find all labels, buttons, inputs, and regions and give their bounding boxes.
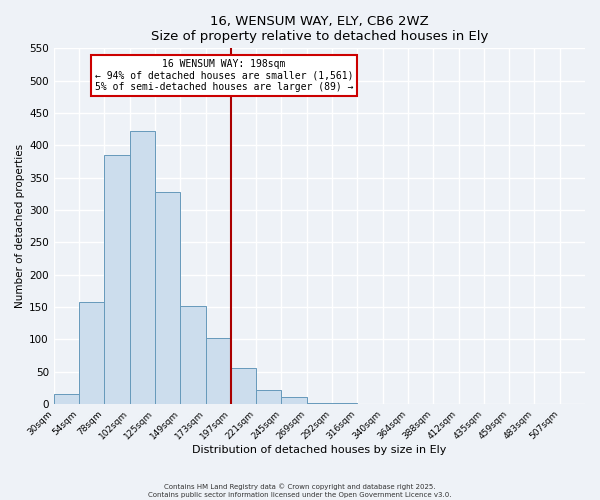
Y-axis label: Number of detached properties: Number of detached properties (15, 144, 25, 308)
Bar (79, 302, 104, 404)
Bar (231, 368, 256, 404)
Text: 16 WENSUM WAY: 198sqm
← 94% of detached houses are smaller (1,561)
5% of semi-de: 16 WENSUM WAY: 198sqm ← 94% of detached … (95, 59, 353, 92)
Bar (332, 403, 358, 404)
Title: 16, WENSUM WAY, ELY, CB6 2WZ
Size of property relative to detached houses in Ely: 16, WENSUM WAY, ELY, CB6 2WZ Size of pro… (151, 15, 488, 43)
Bar (130, 131, 155, 404)
Bar (180, 306, 206, 404)
Bar (281, 397, 307, 404)
Text: Contains HM Land Registry data © Crown copyright and database right 2025.
Contai: Contains HM Land Registry data © Crown c… (148, 484, 452, 498)
Bar (206, 338, 231, 404)
Bar (104, 155, 130, 404)
X-axis label: Distribution of detached houses by size in Ely: Distribution of detached houses by size … (192, 445, 446, 455)
Bar (54, 394, 79, 404)
Bar (307, 402, 332, 404)
Bar (155, 192, 180, 404)
Bar (256, 390, 281, 404)
